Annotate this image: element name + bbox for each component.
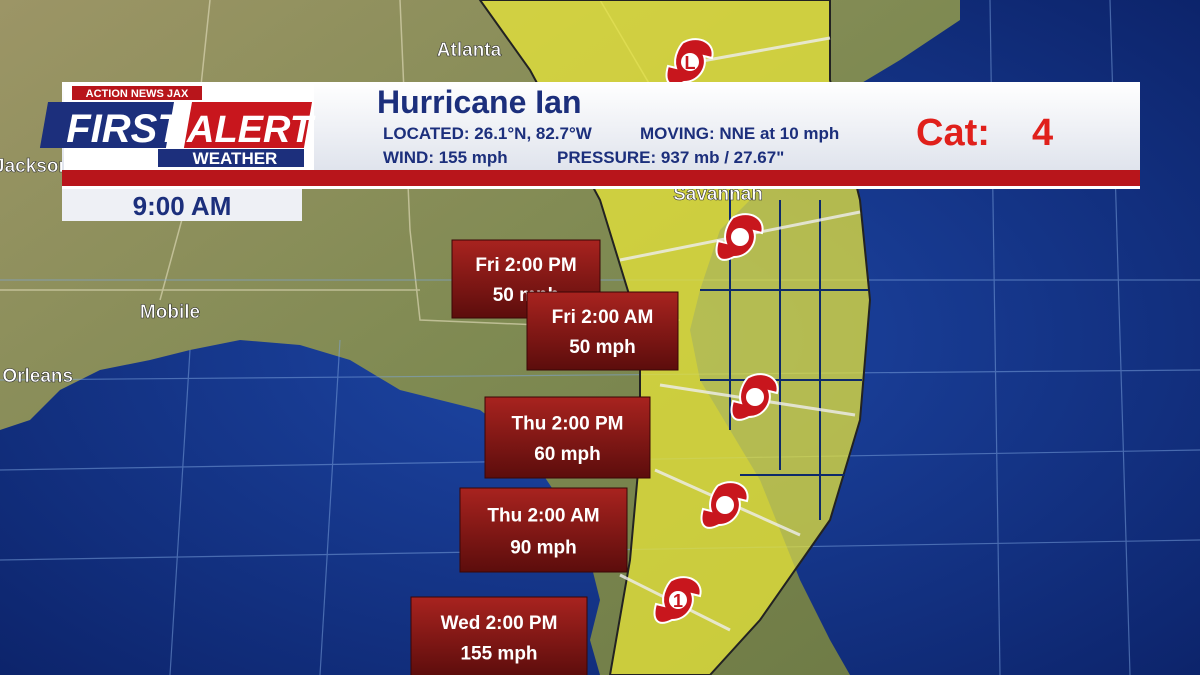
- forecast-wind: 155 mph: [460, 643, 537, 664]
- category: 4: [1032, 112, 1053, 154]
- banner-line: [62, 186, 1140, 189]
- storm-eye: [669, 591, 687, 609]
- storm-icon: [730, 373, 779, 421]
- storm-icons: L1: [653, 38, 779, 624]
- logo-alert: ALERT: [186, 109, 316, 151]
- category-label: Cat:: [916, 112, 990, 154]
- city-label: New Orleans: [0, 366, 73, 387]
- storm-category: 1: [673, 591, 683, 611]
- forecast-time: Wed 2:00 PM: [441, 613, 558, 634]
- forecast-time: Fri 2:00 AM: [552, 307, 654, 328]
- forecast-box: [410, 596, 588, 675]
- storm-eye: [731, 228, 749, 246]
- storm-eye: [681, 53, 699, 71]
- time: 9:00 AM: [133, 191, 232, 221]
- logo-first-bg: [39, 102, 175, 148]
- storm-eye: [746, 388, 764, 406]
- forecast-box: [459, 487, 628, 573]
- storm-eye: [716, 496, 734, 514]
- city-label: Atlanta: [437, 40, 502, 61]
- logo-tag: [72, 86, 202, 100]
- storm-icon: 1: [653, 576, 702, 624]
- station: ACTION NEWS JAX: [86, 88, 189, 100]
- logo-first: FIRST: [66, 107, 185, 151]
- storm-icon: [700, 481, 749, 529]
- storm-name: Hurricane Ian: [377, 84, 582, 120]
- forecast-wind: 50 mph: [569, 337, 636, 358]
- storm-category: L: [685, 53, 696, 73]
- cone-grid: [700, 190, 868, 520]
- forecast-time: Thu 2:00 PM: [512, 413, 624, 434]
- city-label: Mobile: [140, 302, 200, 323]
- forecast-box: [526, 291, 679, 371]
- city-label: Jackson: [0, 156, 70, 177]
- movement: MOVING: NNE at 10 mph: [640, 124, 839, 143]
- wind: WIND: 155 mph: [383, 148, 508, 167]
- forecast-time: Thu 2:00 AM: [487, 506, 599, 527]
- location: LOCATED: 26.1°N, 82.7°W: [383, 124, 593, 143]
- forecast-wind: 60 mph: [534, 444, 601, 465]
- logo-alert-bg: [183, 102, 313, 148]
- time-box: [62, 189, 302, 221]
- logo-weather: WEATHER: [193, 149, 278, 168]
- storm-icon: [715, 213, 764, 261]
- city-label: Savannah: [673, 184, 763, 205]
- forecast-time: Fri 2:00 PM: [475, 255, 576, 276]
- forecast-wind: 90 mph: [510, 538, 577, 559]
- banner-bar: [62, 170, 1140, 186]
- logo-weather-bg: [158, 149, 304, 167]
- pressure: PRESSURE: 937 mb / 27.67": [557, 148, 784, 167]
- forecast-box: [484, 396, 651, 479]
